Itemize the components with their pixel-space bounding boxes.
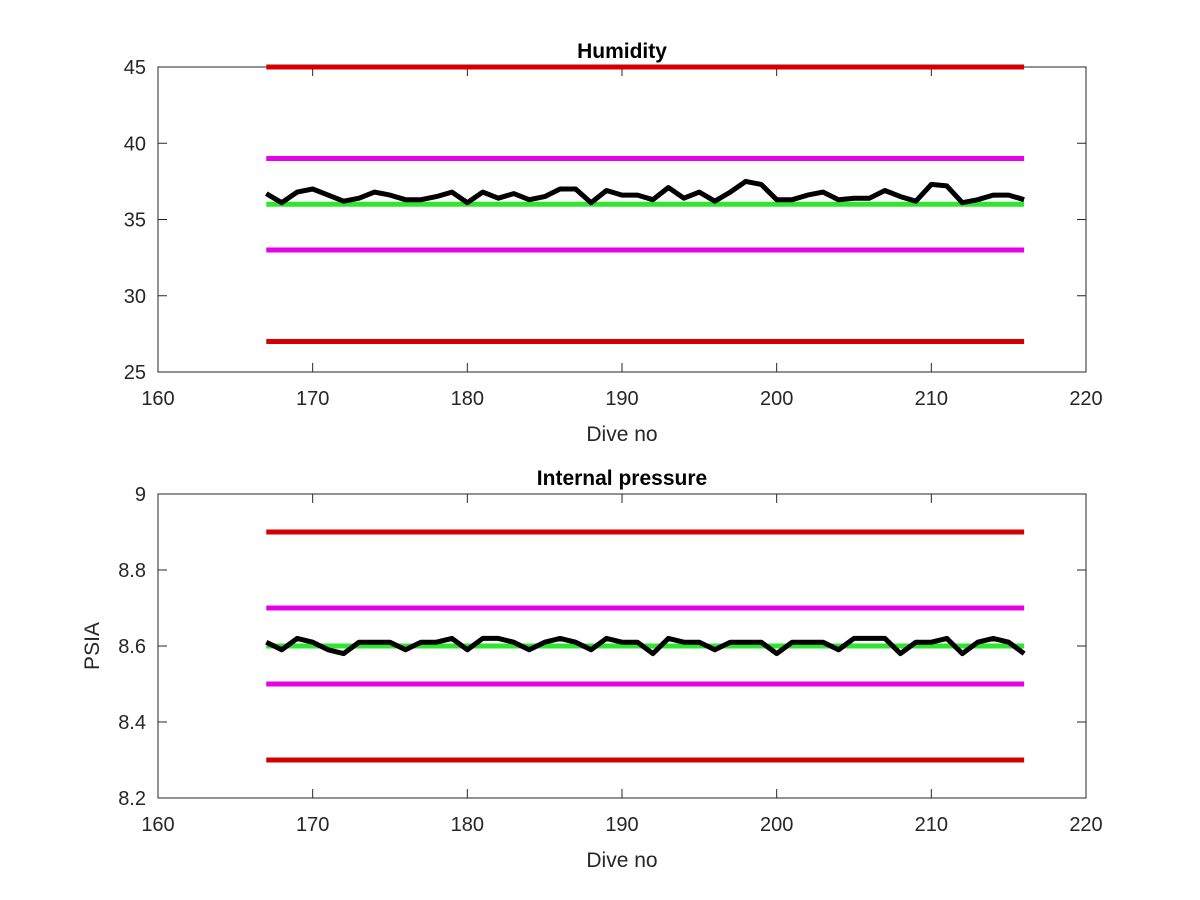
chart-title: Humidity	[577, 40, 667, 63]
x-axis-label: Dive no	[586, 423, 657, 446]
x-tick-label: 220	[1069, 388, 1102, 410]
y-tick-label: 8.4	[118, 712, 146, 734]
x-tick-label: 170	[296, 814, 329, 836]
y-tick-label: 8.8	[118, 560, 146, 582]
x-tick-label: 180	[451, 388, 484, 410]
y-tick-label: 8.2	[118, 788, 146, 810]
data-series-line	[265, 178, 1025, 206]
x-tick-label: 180	[451, 814, 484, 836]
x-tick-label: 190	[605, 814, 638, 836]
y-axis-label: PSIA	[81, 622, 104, 670]
x-tick-label: 210	[915, 814, 948, 836]
y-tick-label: 25	[124, 362, 146, 384]
chart-1: 160 170 180 190 200 210 220 25 30 35 40 45 Humidity D…	[124, 40, 1103, 446]
y-tick-label: 40	[124, 133, 146, 155]
x-axis-label: Dive no	[586, 849, 657, 872]
x-tick-label: 190	[605, 388, 638, 410]
y-tick-label: 30	[124, 286, 146, 308]
y-tick-label: 9	[135, 484, 146, 506]
chart-title: Internal pressure	[537, 467, 707, 490]
y-tick-label: 35	[124, 210, 146, 232]
x-tick-label: 200	[760, 388, 793, 410]
y-tick-label: 8.6	[118, 636, 146, 658]
charts: 160 170 180 190 200 210 220 25 30 35 40 45 Humidity D…	[81, 40, 1103, 872]
x-tick-label: 170	[296, 388, 329, 410]
x-tick-label: 200	[760, 814, 793, 836]
x-tick-label: 160	[141, 814, 174, 836]
data-series-line	[265, 635, 1026, 657]
x-tick-label: 220	[1069, 814, 1102, 836]
x-tick-label: 160	[141, 388, 174, 410]
y-tick-label: 45	[124, 57, 146, 79]
x-tick-label: 210	[915, 388, 948, 410]
chart-2: 160 170 180 190 200 210 220 8.2 8.4 8.6 8.8 9 Intern…	[81, 467, 1103, 872]
